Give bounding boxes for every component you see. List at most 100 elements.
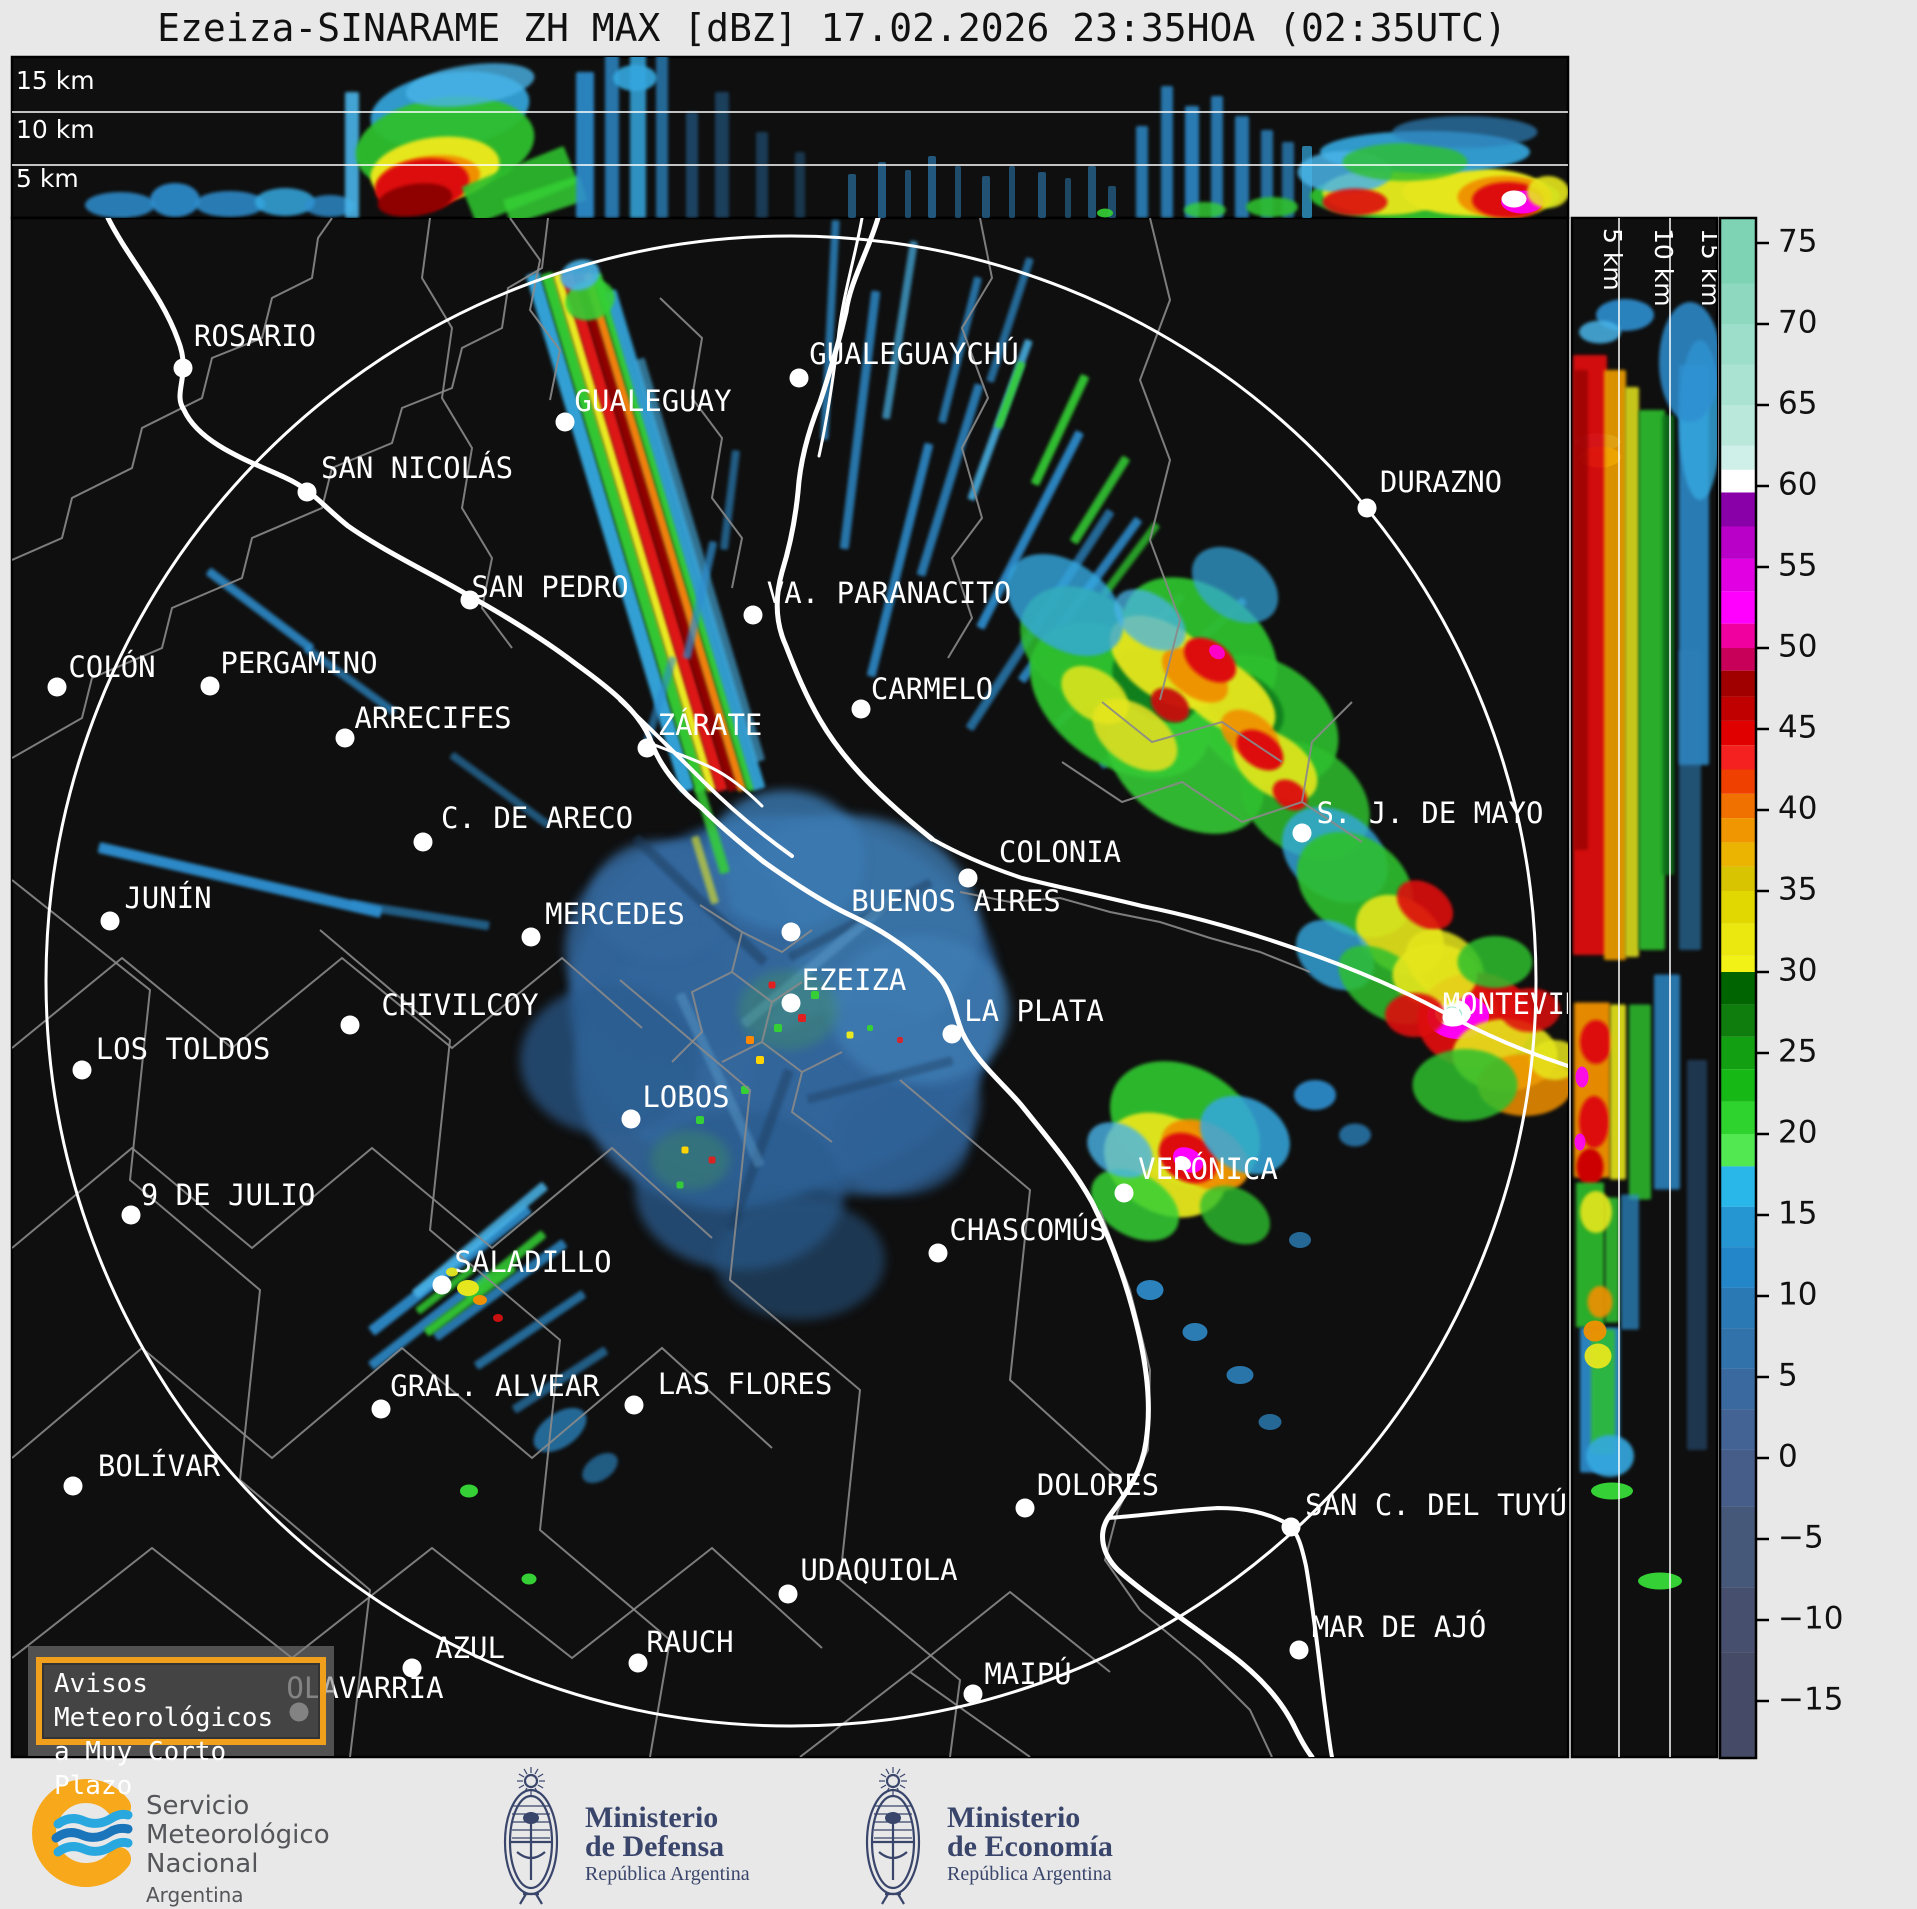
city-dot <box>628 1653 648 1673</box>
city-dot <box>47 677 67 697</box>
city-dot <box>402 1658 422 1678</box>
city-dot <box>1292 823 1312 843</box>
city-z-rate: ZÁRATE <box>637 708 762 758</box>
colorbar-segment <box>1720 364 1756 405</box>
city-label: LOBOS <box>642 1080 729 1114</box>
city-rauch: RAUCH <box>628 1625 734 1673</box>
colorbar-segment <box>1720 445 1756 470</box>
colorbar-tick-label: 75 <box>1778 224 1817 260</box>
colorbar-segment <box>1720 866 1756 891</box>
city-dot <box>432 1275 452 1295</box>
colorbar-tick-label: 40 <box>1778 791 1817 827</box>
city-label: CHASCOMÚS <box>949 1213 1106 1247</box>
economia-line-1: Ministerio <box>947 1801 1081 1834</box>
colorbar-tick-label: 5 <box>1778 1358 1798 1394</box>
top-axis-label: 15 km <box>16 66 95 95</box>
colorbar-segment <box>1720 1368 1756 1410</box>
city-label: BOLÍVAR <box>98 1449 221 1483</box>
colorbar-segment <box>1720 745 1756 770</box>
map-panel-content: ROSARIO SAN NICOLÁS GUALEGUAYCHÚ GUALEGUAY S… <box>12 218 1568 1757</box>
city-dot <box>521 927 541 947</box>
warning-box[interactable]: Avisos Meteorológicos a Muy Corto Plazo <box>28 1646 334 1801</box>
city-label: CHIVILCOY <box>381 988 538 1022</box>
city-dot <box>100 911 120 931</box>
city-label: ROSARIO <box>194 319 316 353</box>
city-dot <box>460 590 480 610</box>
city-dot <box>1289 1640 1309 1660</box>
top-axis-label: 10 km <box>16 115 95 144</box>
city-dot <box>781 993 801 1013</box>
colorbar-segment <box>1720 793 1756 819</box>
city-dot <box>1281 1517 1301 1537</box>
city-label: ARRECIFES <box>354 701 511 735</box>
coat-of-arms-icon <box>503 1767 559 1905</box>
city-label: SAN NICOLÁS <box>321 451 513 485</box>
city-dot <box>942 1024 962 1044</box>
colorbar-segment <box>1720 1247 1756 1288</box>
city-los-toldos: LOS TOLDOS <box>72 1032 270 1080</box>
colorbar-tick-label: 20 <box>1778 1115 1817 1151</box>
city-la-plata: LA PLATA <box>942 994 1104 1044</box>
city-dot <box>781 922 801 942</box>
city-arrecifes: ARRECIFES <box>335 701 512 748</box>
colorbar-tick-label: 35 <box>1778 872 1817 908</box>
city-label: 9 DE JULIO <box>141 1178 316 1212</box>
colorbar-segment <box>1720 720 1756 746</box>
city-dolores: DOLORES <box>1015 1468 1159 1518</box>
colorbar-segment <box>1720 842 1756 867</box>
colorbar-segment <box>1720 283 1756 324</box>
city-label: MAIPÚ <box>984 1657 1071 1691</box>
city-label: MERCEDES <box>545 897 685 931</box>
city-saladillo: SALADILLO <box>432 1245 612 1295</box>
city-jun-n: JUNÍN <box>100 881 212 931</box>
right-axis-label: 5 km <box>1598 228 1627 291</box>
colorbar-segment <box>1720 696 1756 721</box>
colorbar-segment <box>1720 891 1756 924</box>
colorbar-segment <box>1720 1166 1756 1207</box>
colorbar-segment <box>1720 1652 1756 1758</box>
colorbar-segment <box>1720 769 1756 794</box>
colorbar-tick-label: 50 <box>1778 629 1817 665</box>
radar-echoes <box>97 220 1568 1585</box>
smn-logo-c-icon <box>32 1779 131 1887</box>
city-label: RAUCH <box>646 1625 733 1659</box>
warning-line-2: a Muy Corto Plazo <box>54 1737 227 1801</box>
colorbar-segment <box>1720 1287 1756 1329</box>
city-gualeguay: GUALEGUAY <box>555 384 732 432</box>
city-s-j-de-mayo: S. J. DE MAYO <box>1292 796 1544 843</box>
smn-line-argentina: Argentina <box>146 1883 244 1907</box>
city-dot <box>1015 1498 1035 1518</box>
economia-line-2: de Economía <box>947 1830 1113 1863</box>
colorbar-tick-label: 60 <box>1778 467 1817 503</box>
city-label: LA PLATA <box>964 994 1104 1028</box>
city-label: S. J. DE MAYO <box>1317 796 1544 830</box>
city-label: COLÓN <box>68 650 155 684</box>
city-chivilcoy: CHIVILCOY <box>340 988 539 1035</box>
city-las-flores: LAS FLORES <box>624 1367 832 1415</box>
city-dot <box>173 358 193 378</box>
smn-line-servicio: Servicio <box>146 1791 250 1821</box>
top-axis-label: 5 km <box>16 164 79 193</box>
colorbar-segment <box>1720 1587 1756 1653</box>
city-label: SALADILLO <box>454 1245 611 1279</box>
city-label: BUENOS AIRES <box>851 884 1061 918</box>
city-label: CARMELO <box>871 672 993 706</box>
city-chascom-s: CHASCOMÚS <box>928 1213 1107 1263</box>
colorbar-tick-label: 55 <box>1778 548 1817 584</box>
colorbar-segment <box>1720 1134 1756 1167</box>
smn-logo-wave-icon <box>53 1837 133 1857</box>
city-dot <box>1357 498 1377 518</box>
city-buenos-aires: BUENOS AIRES <box>781 884 1061 942</box>
colorbar-tick-label: 10 <box>1778 1277 1817 1313</box>
city-dot <box>1442 1007 1462 1027</box>
city-san-pedro: SAN PEDRO <box>460 570 629 610</box>
colorbar-segment <box>1720 972 1756 1005</box>
city-dot <box>637 738 657 758</box>
colorbar-segment <box>1720 526 1756 559</box>
right-cross-section: 5 km 10 km 15 km <box>1573 218 1717 1757</box>
city-label: GUALEGUAYCHÚ <box>809 337 1019 371</box>
city-layer: ROSARIO SAN NICOLÁS GUALEGUAYCHÚ GUALEGUAY S… <box>47 319 1568 1722</box>
city-gral-alvear: GRAL. ALVEAR <box>371 1369 600 1419</box>
